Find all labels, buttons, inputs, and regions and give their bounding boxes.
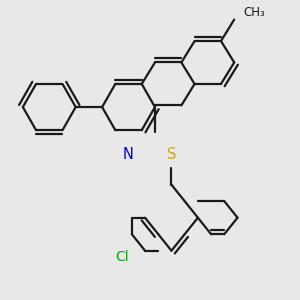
Text: N: N bbox=[123, 148, 134, 163]
Text: S: S bbox=[167, 148, 176, 163]
Text: Cl: Cl bbox=[115, 250, 129, 264]
Text: CH₃: CH₃ bbox=[243, 6, 265, 20]
